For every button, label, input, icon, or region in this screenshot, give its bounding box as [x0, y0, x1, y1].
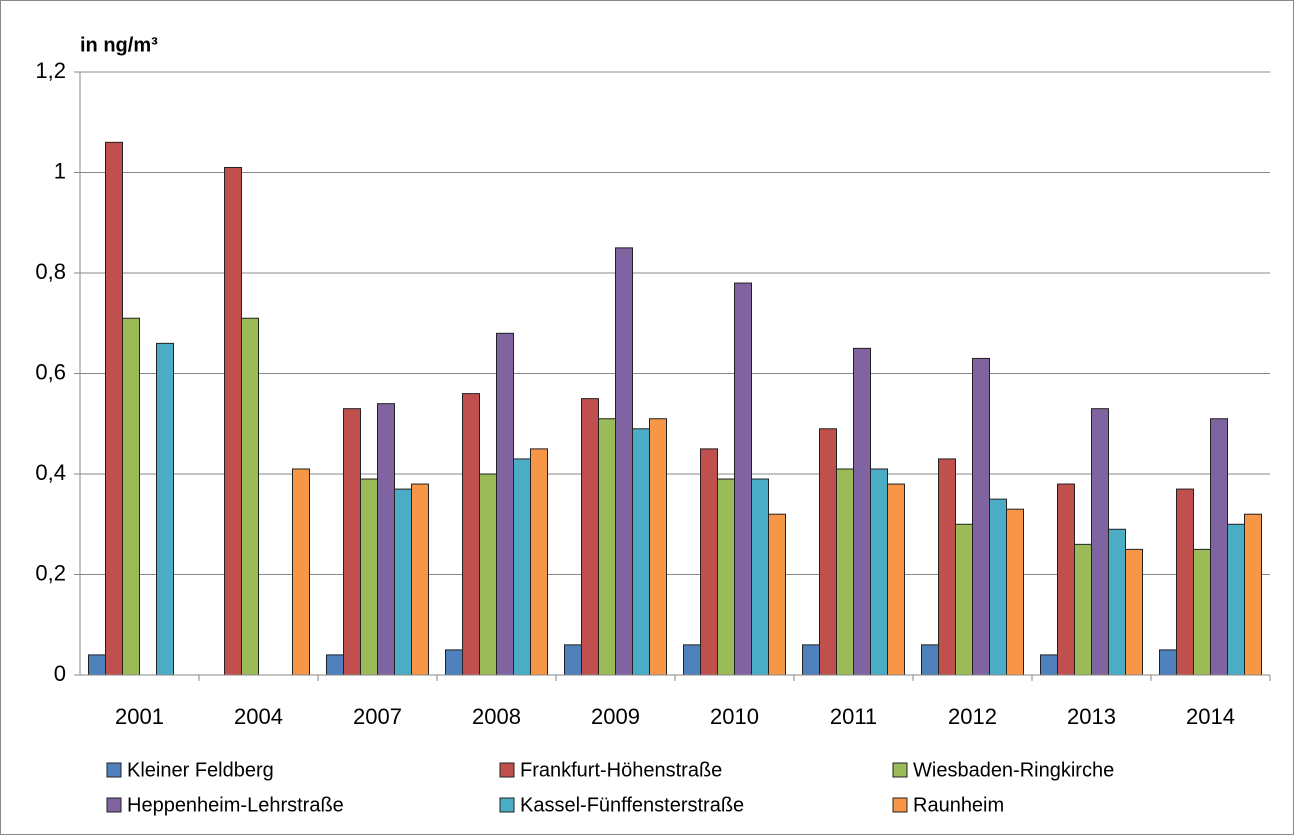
y-tick-label: 1,2: [35, 58, 66, 83]
bar: [649, 418, 667, 676]
bar: [1210, 418, 1228, 676]
bar: [1006, 508, 1024, 676]
x-tick-label: 2014: [1186, 704, 1235, 729]
x-tick-label: 2011: [830, 704, 877, 729]
bar: [768, 513, 786, 676]
x-tick-label: 2010: [710, 704, 759, 729]
y-tick-label: 1: [54, 158, 66, 183]
bar: [411, 483, 429, 676]
legend-marker: [892, 762, 908, 778]
bar: [1040, 654, 1058, 676]
bar: [122, 317, 140, 676]
bar: [88, 654, 106, 676]
bar: [105, 141, 123, 676]
bar: [394, 488, 412, 676]
bar: [1108, 528, 1126, 676]
x-tick-label: 2004: [234, 704, 283, 729]
bar: [955, 523, 973, 676]
bar: [581, 398, 599, 676]
bar: [292, 468, 310, 676]
y-tick-label: 0,6: [35, 359, 66, 384]
bar: [1074, 543, 1092, 676]
chart-title: in ng/m³: [80, 34, 158, 56]
x-tick-label: 2013: [1067, 704, 1116, 729]
legend-marker: [892, 797, 908, 813]
bar: [734, 282, 752, 676]
bar: [241, 317, 259, 676]
bar: [751, 478, 769, 676]
bar: [343, 408, 361, 676]
bar: [921, 644, 939, 676]
bar: [445, 649, 463, 676]
bar: [326, 654, 344, 676]
legend-marker: [499, 762, 515, 778]
bar: [989, 498, 1007, 676]
bar: [938, 458, 956, 676]
bar: [972, 357, 990, 676]
bar: [683, 644, 701, 676]
bar: [870, 468, 888, 676]
y-tick-label: 0,8: [35, 259, 66, 284]
bar: [1193, 548, 1211, 676]
bar: [1091, 408, 1109, 676]
bar: [700, 448, 718, 676]
bar: [1244, 513, 1262, 676]
bar: [479, 473, 497, 676]
bar: [615, 247, 633, 676]
y-tick-label: 0,4: [35, 460, 66, 485]
legend-marker: [106, 762, 122, 778]
legend: Kleiner Feldberg Frankfurt-Höhenstraße Wie…: [106, 759, 1114, 816]
legend-label: Kleiner Feldberg: [127, 759, 274, 781]
legend-label: Wiesbaden-Ringkirche: [913, 759, 1114, 781]
bar: [530, 448, 548, 676]
x-tick-label: 2008: [472, 704, 521, 729]
bar: [819, 428, 837, 676]
bar: [462, 393, 480, 676]
bar: [1176, 488, 1194, 676]
bar: [887, 483, 905, 676]
legend-label: Frankfurt-Höhenstraße: [520, 759, 722, 781]
bar: [513, 458, 531, 676]
bar: [1159, 649, 1177, 676]
legend-marker: [499, 797, 515, 813]
legend-label: Heppenheim-Lehrstraße: [127, 794, 344, 816]
bar: [717, 478, 735, 676]
bar: [1125, 548, 1143, 676]
bar: [564, 644, 582, 676]
bar: [598, 418, 616, 676]
x-tick-label: 2007: [353, 704, 402, 729]
bar: [632, 428, 650, 676]
bar: [156, 342, 174, 676]
legend-label: Raunheim: [913, 794, 1004, 816]
bar: [836, 468, 854, 676]
x-tick-label: 2012: [948, 704, 997, 729]
legend-marker: [106, 797, 122, 813]
y-tick-label: 0,2: [35, 560, 66, 585]
x-tick-label: 2001: [115, 704, 164, 729]
bar: [496, 332, 514, 676]
bar: [802, 644, 820, 676]
bar: [377, 403, 395, 676]
legend-label: Kassel-Fünffensterstraße: [520, 794, 744, 816]
bar: [853, 347, 871, 676]
bar: [1227, 523, 1245, 676]
x-tick-label: 2009: [591, 704, 640, 729]
bar: [360, 478, 378, 676]
y-tick-label: 0: [54, 661, 66, 686]
bar: [1057, 483, 1075, 676]
bar: [224, 166, 242, 676]
